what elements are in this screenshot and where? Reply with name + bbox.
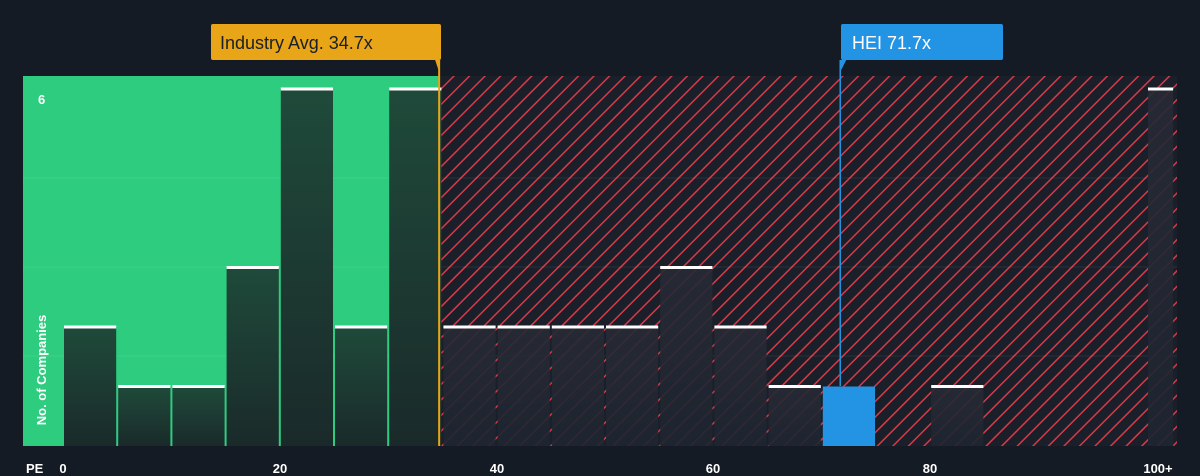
y-tick-label-6: 6 <box>38 92 45 107</box>
bar-cap-10-15 <box>172 385 225 388</box>
x-tick-label-80: 80 <box>923 461 937 476</box>
bar-cap-25-30 <box>335 325 388 329</box>
x-axis-title: PE <box>26 461 44 476</box>
bar-45-50 <box>551 327 604 446</box>
hei-pointer <box>840 60 847 72</box>
industry-avg-label: Industry Avg. 34.7x <box>220 33 373 53</box>
bar-20-25 <box>280 89 333 446</box>
bar-35-40 <box>443 327 496 446</box>
x-tick-label-20: 20 <box>273 461 287 476</box>
bar-55-60 <box>660 267 713 446</box>
bar-5-10 <box>118 386 171 446</box>
bar-cap-0-5 <box>64 325 117 329</box>
hei-callout-box <box>841 24 1003 60</box>
bar-50-55 <box>606 327 659 446</box>
bar-60-65 <box>714 327 767 446</box>
bar-15-20 <box>226 267 279 446</box>
bar-100-102.5 <box>1148 89 1174 446</box>
industry-avg-pointer <box>435 60 440 72</box>
bar-cap-30-35 <box>389 87 442 91</box>
x-tick-label-40: 40 <box>490 461 504 476</box>
bar-cap-5-10 <box>118 385 171 388</box>
bar-cap-35-40 <box>443 325 496 329</box>
y-axis-title: No. of Companies <box>34 315 49 426</box>
x-ticks-layer: 0 20 40 60 80 100+ <box>59 461 1173 476</box>
bars-layer <box>64 87 1174 446</box>
bar-cap-20-25 <box>280 87 333 91</box>
bar-cap-60-65 <box>714 325 767 329</box>
x-tick-label-60: 60 <box>706 461 720 476</box>
bar-cap-80-85 <box>931 385 984 388</box>
bar-0-5 <box>64 327 117 446</box>
bar-25-30 <box>335 327 388 446</box>
bar-cap-55-60 <box>660 266 713 269</box>
bar-cap-50-55 <box>606 325 659 329</box>
hei-callout: HEI 71.7x <box>841 24 1003 60</box>
bar-cap-15-20 <box>226 266 279 269</box>
bar-65-70 <box>768 386 821 446</box>
bar-10-15 <box>172 386 225 446</box>
hei-label: HEI 71.7x <box>852 33 931 53</box>
markers-layer <box>435 60 847 446</box>
bar-cap-65-70 <box>768 385 821 388</box>
bar-70-75 <box>822 386 875 446</box>
industry-avg-callout-box <box>211 24 441 60</box>
industry-avg-callout: Industry Avg. 34.7x <box>211 24 441 60</box>
bar-cap-40-45 <box>497 325 550 329</box>
x-tick-label-100-plus: 100+ <box>1143 461 1173 476</box>
bar-cap-100-102.5 <box>1148 87 1174 91</box>
bar-80-85 <box>931 386 984 446</box>
x-tick-label-0: 0 <box>59 461 66 476</box>
bar-40-45 <box>497 327 550 446</box>
bar-cap-45-50 <box>551 325 604 329</box>
bar-30-35 <box>389 89 442 446</box>
